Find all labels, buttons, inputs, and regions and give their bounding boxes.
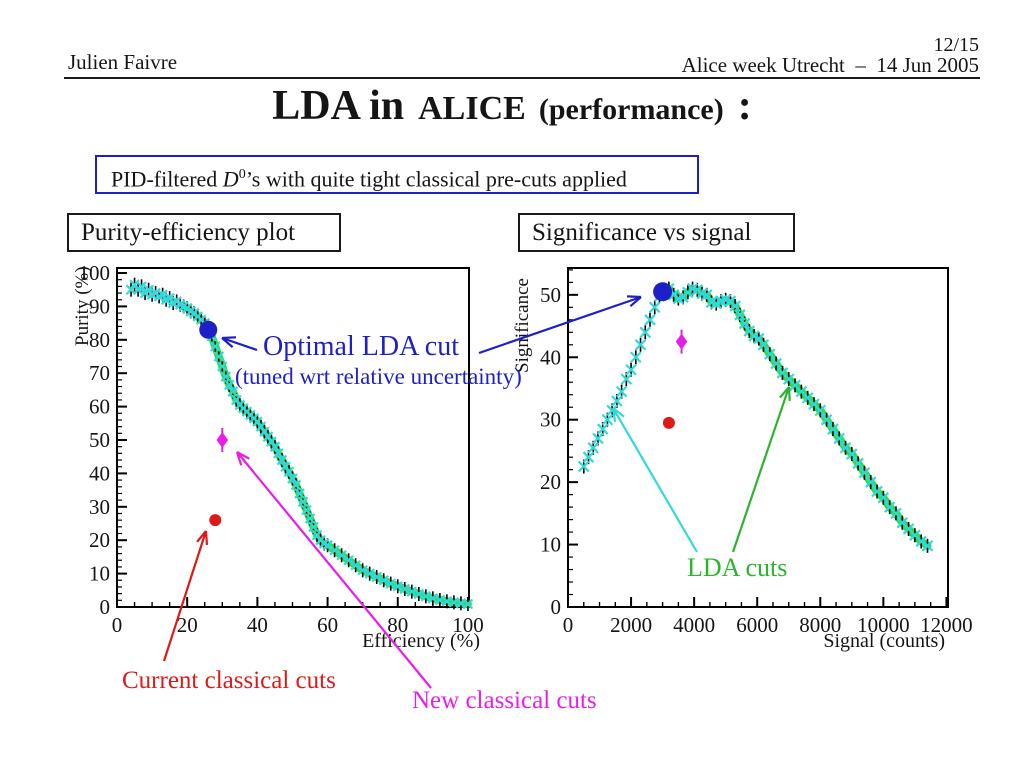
right-plot: 0 2000 4000 6000 8000 10000 12000 0 10 20 30 40 50 <box>540 267 973 637</box>
y-tick-label: 0 <box>100 595 111 619</box>
page-number: 12/15 <box>933 34 979 56</box>
pid-note-superscript: 0 <box>238 167 246 182</box>
header-rule <box>64 77 980 79</box>
left-plot-title-box: Purity-efficiency plot <box>67 213 341 252</box>
y-tick-label: 0 <box>551 595 562 619</box>
y-tick-label: 90 <box>89 294 110 318</box>
axis-ticks <box>567 269 948 608</box>
marker-new-classical-cuts <box>216 428 229 453</box>
pid-note-box: PID-filtered D0’s with quite tight class… <box>95 155 699 194</box>
y-tick-label: 60 <box>89 395 110 419</box>
series-error-bars <box>582 281 929 553</box>
arrow-to-left-optimal-point <box>221 336 258 352</box>
arrow-to-new-cuts-point <box>235 451 432 689</box>
marker-optimal-lda-cut <box>199 320 218 339</box>
x-tick-label: 6000 <box>736 613 778 637</box>
slide-title-alice: ALICE <box>418 90 526 127</box>
new-classical-cuts-label: New classical cuts <box>412 687 597 714</box>
x-tick-label: 8000 <box>799 613 841 637</box>
x-tick-label: 80 <box>387 613 408 637</box>
slide-title: LDA in ALICE (performance) : <box>0 82 1024 130</box>
pid-note-d-symbol: D <box>222 166 239 192</box>
slide-title-main: LDA in <box>272 83 405 129</box>
axis-tick-labels: 0 2000 4000 6000 8000 10000 12000 0 10 20 30 40 50 <box>540 283 973 637</box>
x-tick-label: 40 <box>247 613 268 637</box>
y-tick-label: 50 <box>89 428 110 452</box>
optimal-lda-cut-label: Optimal LDA cut <box>263 331 459 362</box>
y-tick-label: 100 <box>79 261 111 285</box>
y-tick-label: 40 <box>540 345 561 369</box>
y-tick-label: 10 <box>89 562 110 586</box>
plot-frame <box>116 267 470 608</box>
slide-title-colon: : <box>737 83 752 129</box>
x-tick-label: 0 <box>112 613 123 637</box>
x-tick-label: 10000 <box>857 613 910 637</box>
series-error-bars <box>130 277 469 611</box>
y-tick-label: 50 <box>540 283 561 307</box>
slide-title-performance: (performance) <box>538 93 724 126</box>
series-cyan-crosses <box>125 279 474 610</box>
marker-optimal-lda-cut <box>653 282 673 302</box>
y-tick-label: 40 <box>89 461 110 485</box>
right-plot-title-box: Significance vs signal <box>518 213 795 252</box>
x-tick-label: 60 <box>317 613 338 637</box>
lda-cuts-label: LDA cuts <box>687 553 788 582</box>
arrow-to-right-optimal-point <box>478 295 642 355</box>
left-plot: 0 20 40 60 80 100 0 10 20 30 40 50 60 70 80 90 100 <box>79 261 484 637</box>
x-tick-label: 20 <box>177 613 198 637</box>
y-tick-label: 70 <box>89 361 110 385</box>
x-tick-label: 100 <box>452 613 484 637</box>
arrow-to-cyan-branch <box>611 407 698 553</box>
y-tick-label: 30 <box>540 408 561 432</box>
x-tick-label: 4000 <box>673 613 715 637</box>
marker-current-classical-cuts <box>209 514 222 527</box>
pid-note-prefix: PID-filtered <box>111 166 223 192</box>
y-tick-label: 20 <box>540 470 561 494</box>
author-name: Julien Faivre <box>68 50 178 74</box>
marker-current-classical-cuts <box>662 416 675 429</box>
x-tick-label: 0 <box>563 613 574 637</box>
x-tick-label: 2000 <box>610 613 652 637</box>
x-tick-label: 12000 <box>920 613 973 637</box>
marker-new-classical-cuts <box>675 329 688 354</box>
axis-ticks <box>116 272 469 608</box>
y-tick-label: 20 <box>89 528 110 552</box>
right-plot-xlabel: Signal (counts) <box>823 630 945 652</box>
y-tick-label: 80 <box>89 328 110 352</box>
left-plot-xlabel: Efficiency (%) <box>362 630 480 652</box>
pid-note-suffix: ’s with quite tight classical pre-cuts a… <box>245 166 627 192</box>
current-classical-cuts-label: Current classical cuts <box>122 667 336 694</box>
optimal-lda-cut-sublabel: (tuned wrt relative uncertainty) <box>235 364 522 389</box>
arrow-to-green-branch <box>731 386 791 553</box>
y-tick-label: 30 <box>89 495 110 519</box>
axis-tick-labels: 0 20 40 60 80 100 0 10 20 30 40 50 60 70 80 90 100 <box>79 261 484 637</box>
series-green-band <box>655 284 932 550</box>
series-cyan-crosses <box>577 282 934 552</box>
y-tick-label: 10 <box>540 533 561 557</box>
plot-frame <box>567 267 949 608</box>
arrow-to-current-cuts-point <box>162 530 209 662</box>
event-date: Alice week Utrecht – 14 Jun 2005 <box>681 53 979 77</box>
